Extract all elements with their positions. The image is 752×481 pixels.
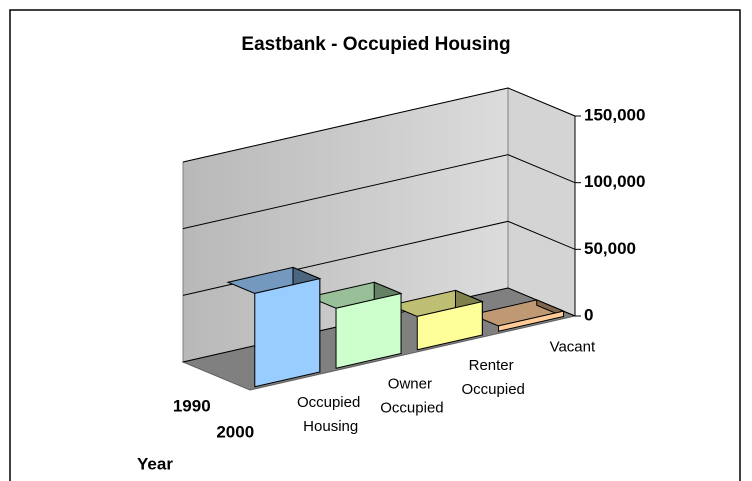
bar	[470, 299, 566, 332]
bar	[307, 281, 403, 369]
side-wall	[507, 87, 576, 317]
y-tick-label: 0	[584, 305, 593, 324]
grid-line	[182, 154, 576, 230]
bar-front	[335, 292, 402, 369]
chart-title: Eastbank - Occupied Housing	[241, 34, 510, 55]
grid-line	[182, 87, 576, 163]
y-tick-label: 150,000	[584, 105, 645, 124]
depth-axis-label: Year	[137, 454, 173, 473]
x-tick-label: Occupied Housing	[297, 394, 360, 435]
bar-front	[416, 300, 483, 351]
plot-area: 0 50,000 100,000 150,000	[181, 87, 645, 391]
x-tick-label: Renter Occupied	[457, 357, 525, 398]
bar	[226, 266, 322, 388]
x-tick-label: Owner Occupied	[376, 375, 444, 416]
bar-front	[498, 310, 565, 332]
depth-tick-label: 1990	[173, 396, 211, 415]
y-tick-label: 100,000	[584, 172, 645, 191]
chart-frame	[9, 9, 741, 481]
depth-tick-label: 2000	[216, 422, 254, 441]
y-tick-label: 50,000	[584, 239, 636, 258]
bar-front	[254, 277, 321, 388]
bar	[388, 289, 484, 351]
x-tick-label: Vacant	[550, 338, 596, 355]
